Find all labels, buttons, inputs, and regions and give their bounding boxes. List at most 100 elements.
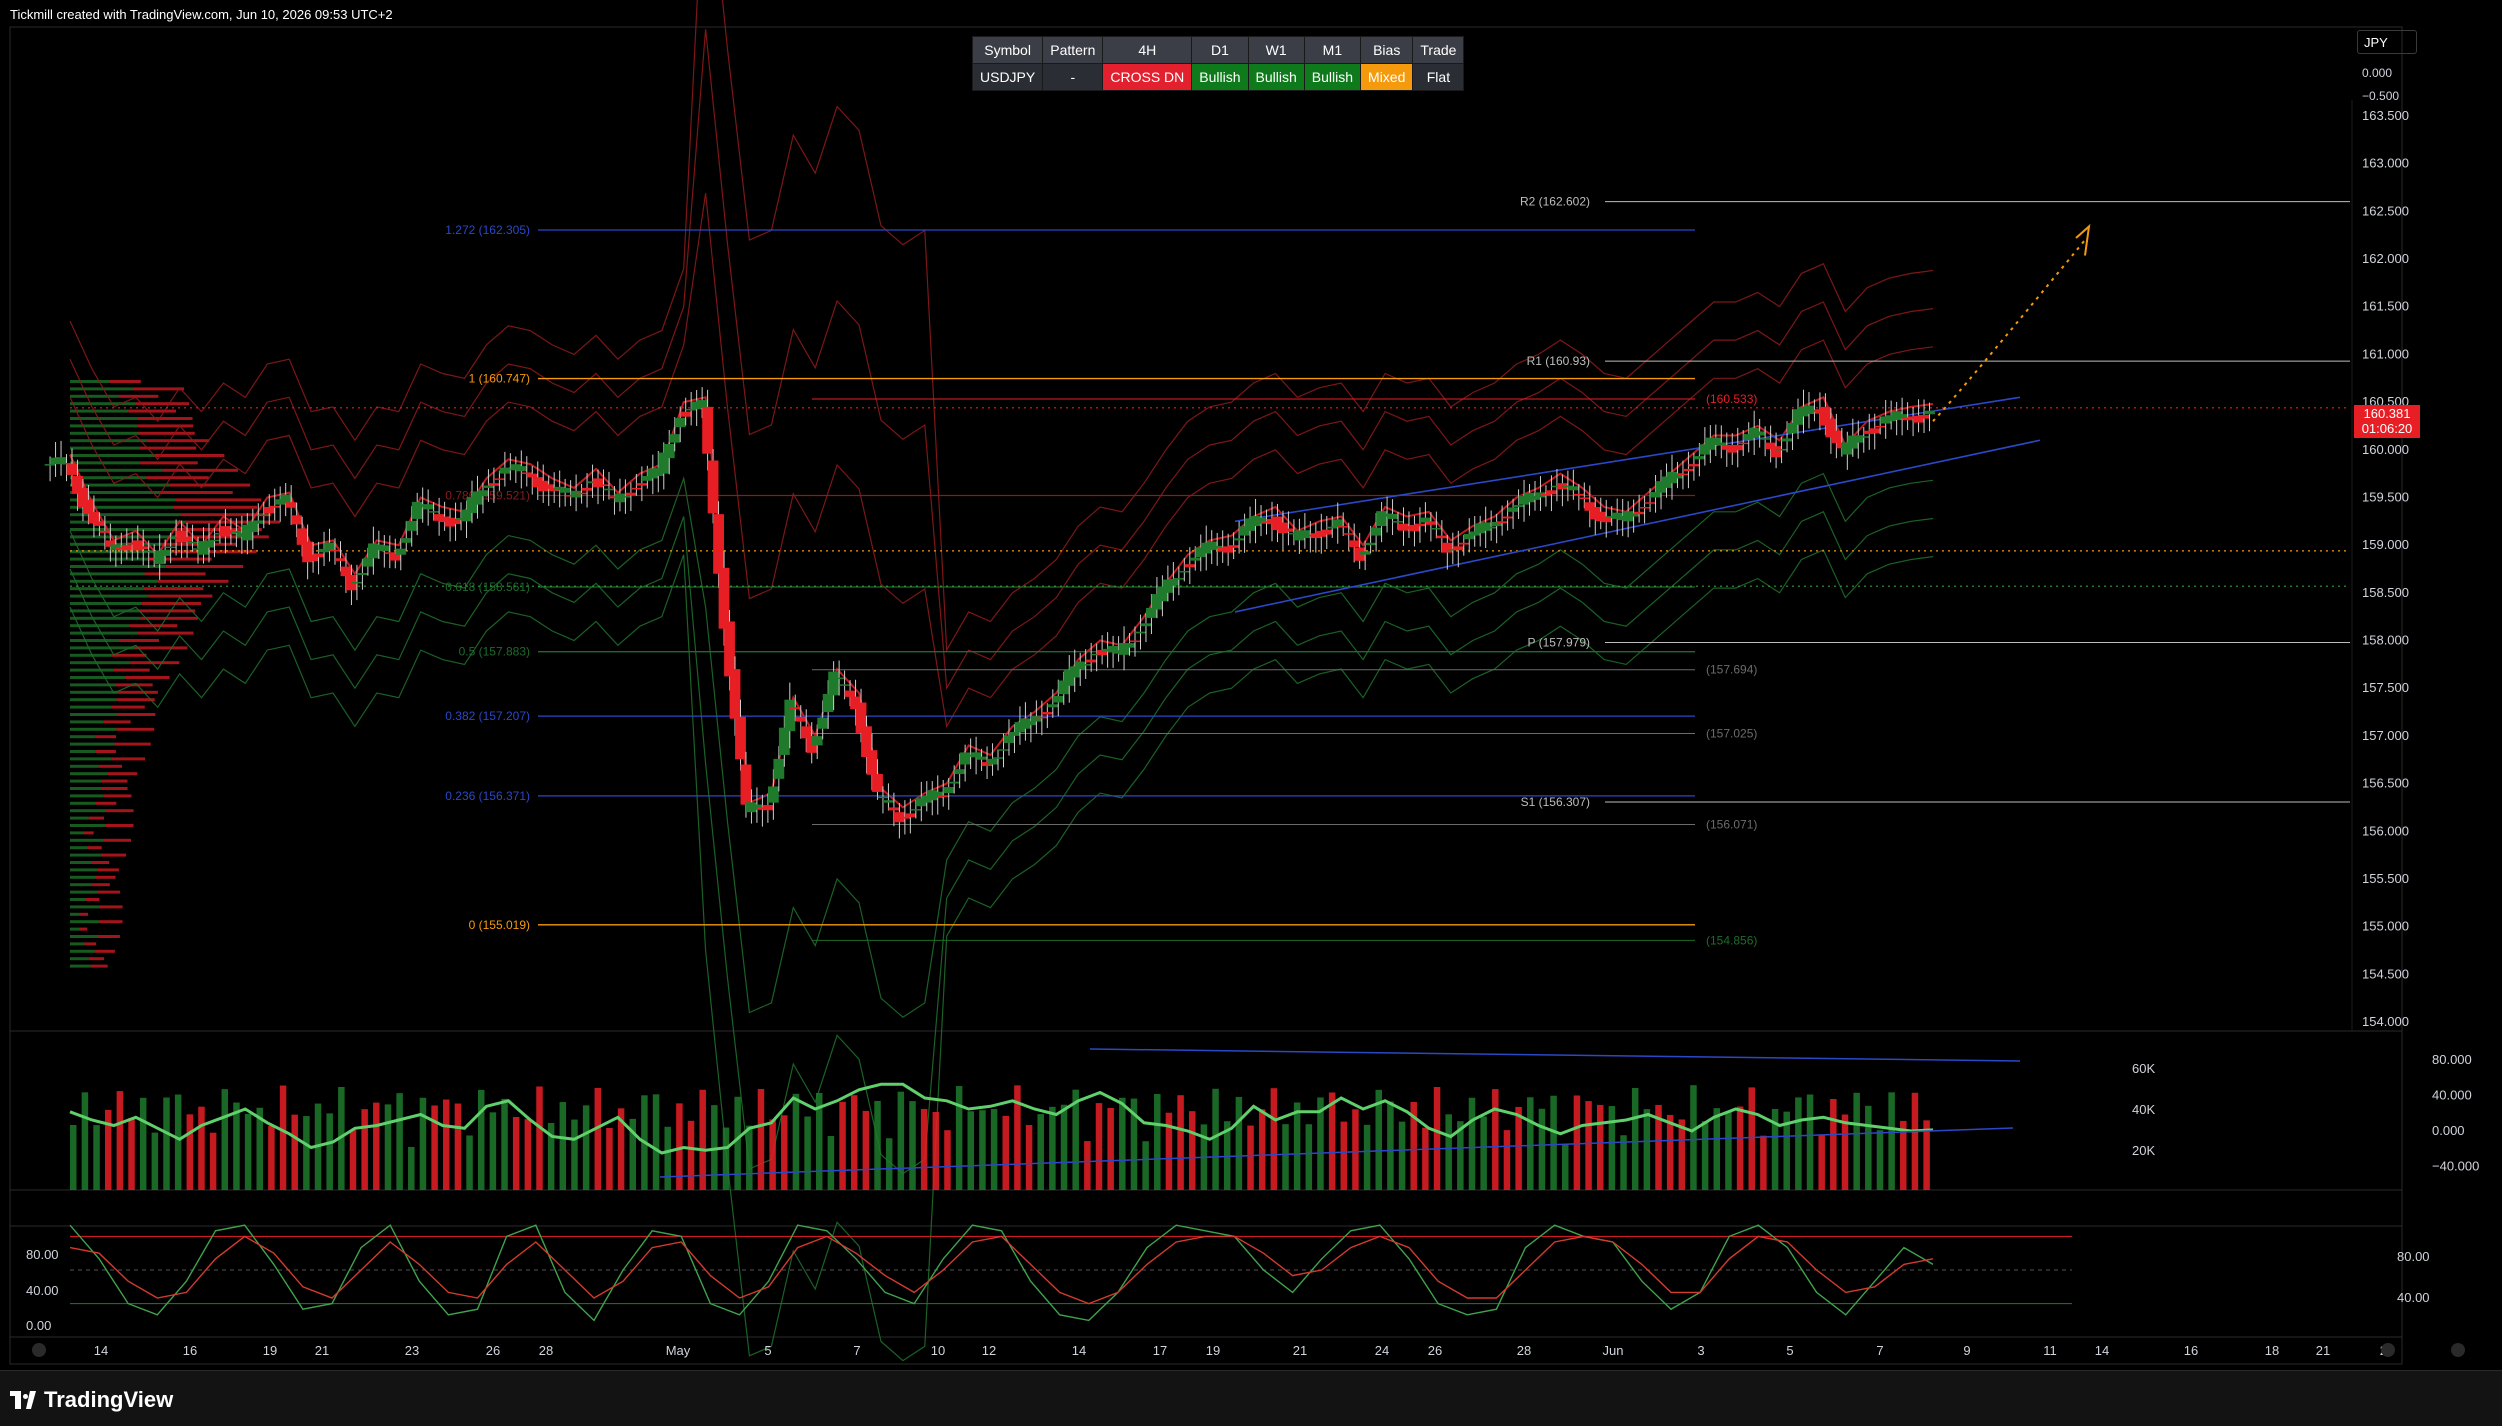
status-header: Bias bbox=[1360, 36, 1414, 64]
candle-bull bbox=[356, 572, 368, 575]
candle-bull bbox=[483, 485, 494, 488]
candle-bear bbox=[88, 511, 100, 524]
volume-profile-bar-buy bbox=[70, 816, 89, 820]
candle-bear bbox=[72, 476, 83, 494]
oscillator-tick-label: 40.000 bbox=[2432, 1088, 2472, 1103]
candle-bear bbox=[115, 547, 127, 550]
stoch-tick-label: 40.00 bbox=[26, 1283, 59, 1298]
volume-bar-up bbox=[1293, 1102, 1301, 1190]
price-tick-label: 162.500 bbox=[2362, 203, 2409, 218]
volume-bar-up bbox=[1363, 1124, 1371, 1190]
stoch-tick-label: 0.00 bbox=[26, 1318, 51, 1333]
volume-bar-up bbox=[629, 1118, 636, 1190]
time-tick-label: 5 bbox=[764, 1343, 771, 1358]
volume-profile-bar-sell bbox=[95, 875, 116, 879]
candle-bear bbox=[1540, 493, 1552, 496]
volume-profile-bar-sell bbox=[134, 646, 188, 650]
candle-bull bbox=[1162, 579, 1174, 593]
time-tick-label: 3 bbox=[1697, 1343, 1704, 1358]
tradingview-logo[interactable]: TradingView bbox=[10, 1387, 173, 1413]
candle-bear bbox=[543, 484, 555, 489]
volume-bar-up bbox=[477, 1089, 485, 1190]
candle-bear bbox=[861, 726, 872, 757]
volume-profile-bar-sell bbox=[103, 720, 131, 724]
candle-bear bbox=[1354, 547, 1366, 561]
volume-profile-bar-buy bbox=[70, 809, 105, 813]
candle-bull bbox=[1058, 680, 1070, 695]
candle-bull bbox=[1672, 473, 1683, 479]
candle-bear bbox=[1830, 430, 1842, 443]
candle-bear bbox=[1228, 545, 1240, 548]
candle-bear bbox=[740, 764, 752, 805]
candle-bull bbox=[362, 558, 374, 567]
volume-profile-bar-buy bbox=[70, 846, 88, 850]
candle-bear bbox=[724, 621, 735, 677]
candle-bear bbox=[1403, 526, 1415, 530]
candle-bull bbox=[1025, 720, 1037, 726]
structure-level-label: (157.025) bbox=[1706, 727, 1757, 741]
candle-bull bbox=[1173, 578, 1185, 580]
candle-bull bbox=[1485, 526, 1497, 529]
volume-profile-bar-sell bbox=[101, 787, 128, 790]
volume-profile-bar-buy bbox=[70, 631, 138, 635]
volume-bar-up bbox=[874, 1100, 881, 1190]
candle-bull bbox=[932, 791, 944, 798]
candle-bull bbox=[455, 517, 467, 521]
candle-bear bbox=[576, 492, 588, 495]
candle-bear bbox=[1600, 516, 1612, 523]
candle-bull bbox=[1715, 442, 1727, 446]
oscillator-tick-label: 80.000 bbox=[2432, 1052, 2472, 1067]
trend-channel bbox=[1234, 396, 2041, 613]
candle-bear bbox=[1589, 507, 1601, 520]
price-axis: 163.500 163.000 162.500 162.000 161.500 161.0… bbox=[2362, 108, 2409, 1029]
volume-profile-bar-buy bbox=[70, 957, 89, 961]
volume-profile-bar-sell bbox=[114, 742, 151, 746]
price-tick-label: 161.500 bbox=[2362, 299, 2409, 314]
volume-bar-up bbox=[746, 1125, 753, 1190]
candle-bull bbox=[1655, 481, 1667, 493]
candle-bull bbox=[422, 504, 434, 510]
volume-bar-down bbox=[1410, 1102, 1417, 1190]
volume-profile-bar-sell bbox=[143, 587, 204, 591]
currency-selector[interactable]: JPY bbox=[2357, 30, 2417, 54]
volume-bar-down bbox=[781, 1115, 788, 1190]
volume-bar-up bbox=[1538, 1108, 1546, 1190]
candle-bear bbox=[893, 812, 905, 823]
envelope-band-line bbox=[69, 511, 1934, 1175]
volume-bar-up bbox=[419, 1097, 427, 1190]
zoom-reset-button bbox=[32, 1343, 46, 1357]
volume-bar-down bbox=[1515, 1106, 1522, 1190]
time-tick-label: 14 bbox=[1072, 1343, 1086, 1358]
volume-bar-up bbox=[1631, 1087, 1639, 1190]
candle-bull bbox=[1491, 521, 1503, 527]
candle-bull bbox=[1020, 718, 1031, 729]
volume-bar-up bbox=[967, 1111, 975, 1190]
candle-bull bbox=[1792, 409, 1804, 425]
volume-bar-down bbox=[676, 1103, 683, 1190]
candle-bull bbox=[1924, 410, 1935, 415]
volume-bar-up bbox=[384, 1104, 392, 1190]
volume-bar-up bbox=[1806, 1094, 1814, 1190]
volume-bar-down bbox=[1736, 1106, 1744, 1190]
price-tick-label: 157.500 bbox=[2362, 680, 2409, 695]
chart-canvas[interactable]: 1.272 (162.305)1 (160.747)0.786 (159.521… bbox=[0, 0, 2502, 1370]
candle-bull bbox=[921, 795, 933, 803]
volume-bar-up bbox=[396, 1093, 403, 1190]
candle-bull bbox=[515, 466, 527, 472]
candle-bull bbox=[214, 532, 226, 535]
envelope-band-line bbox=[69, 29, 1934, 691]
candle-bull bbox=[192, 548, 204, 550]
time-tick-label: 18 bbox=[2265, 1343, 2279, 1358]
volume-profile-bar-buy bbox=[70, 720, 104, 724]
volume-bar-up bbox=[501, 1098, 508, 1190]
volume-bar-down bbox=[839, 1101, 846, 1190]
volume-profile-bar-buy bbox=[70, 661, 131, 665]
candle-bear bbox=[1414, 523, 1426, 527]
candle-bull bbox=[466, 497, 478, 513]
candle-bull bbox=[965, 754, 977, 757]
price-tick-label: 163.000 bbox=[2362, 156, 2409, 171]
time-tick-label: 7 bbox=[1876, 1343, 1883, 1358]
status-value: Bullish bbox=[1247, 63, 1305, 91]
volume-profile-bar-buy bbox=[70, 446, 140, 450]
volume-bar-down bbox=[1492, 1089, 1499, 1190]
